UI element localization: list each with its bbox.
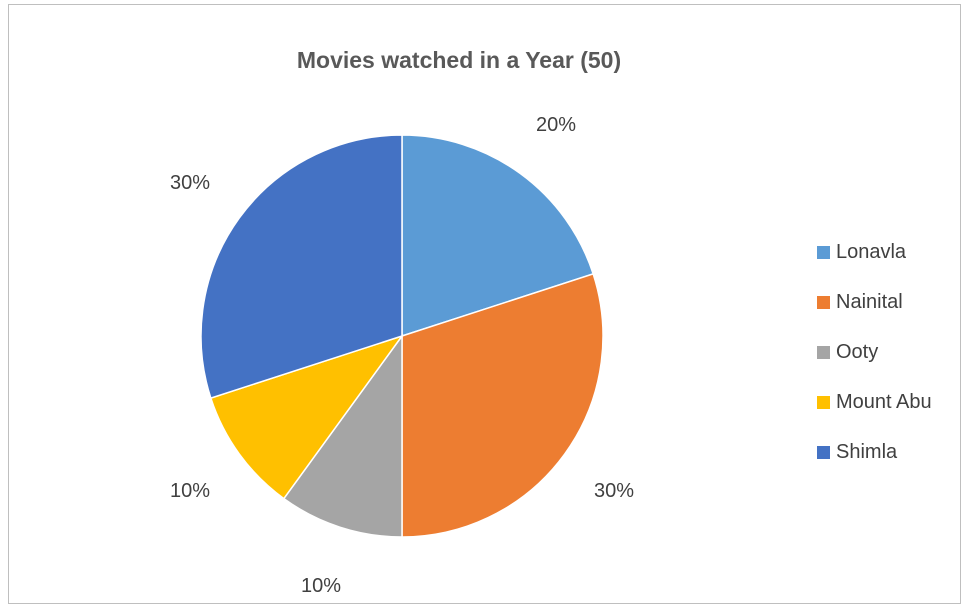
legend-label: Lonavla (836, 240, 907, 263)
legend-swatch (817, 445, 830, 459)
data-label-nainital: 30% (594, 480, 634, 502)
pie-slice-ooty (282, 333, 403, 538)
data-label-ooty: 10% (301, 575, 341, 597)
legend-label: Ooty (836, 340, 879, 363)
legend-item-lonavla: Lonavla (817, 227, 932, 277)
pie-slice-lonavla (401, 134, 595, 338)
legend: Lonavla Nainital Ooty Mount Abu Shimla (817, 227, 932, 477)
pie-chart: 20% 30% 10% 10% 30% (170, 114, 634, 597)
legend-swatch (817, 345, 830, 359)
data-label-lonavla: 20% (536, 114, 576, 136)
legend-label: Shimla (836, 440, 898, 463)
data-label-mount-abu: 10% (170, 480, 210, 502)
chart-frame: Movies watched in a Year (50) 20% 30% 10% 1… (8, 4, 961, 604)
legend-swatch (817, 245, 830, 259)
legend-swatch (817, 295, 830, 309)
pie-slice-shimla (200, 134, 403, 400)
legend-label: Mount Abu (836, 390, 932, 413)
legend-item-nainital: Nainital (817, 277, 932, 327)
data-label-shimla: 30% (170, 172, 210, 194)
legend-label: Nainital (836, 290, 903, 313)
legend-item-ooty: Ooty (817, 327, 932, 377)
chart-title: Movies watched in a Year (50) (296, 47, 622, 73)
pie-slice-nainital (401, 272, 604, 538)
pie-slice-mount-abu (209, 334, 404, 500)
legend-swatch (817, 395, 830, 409)
legend-item-shimla: Shimla (817, 427, 932, 477)
legend-item-mount-abu: Mount Abu (817, 377, 932, 427)
